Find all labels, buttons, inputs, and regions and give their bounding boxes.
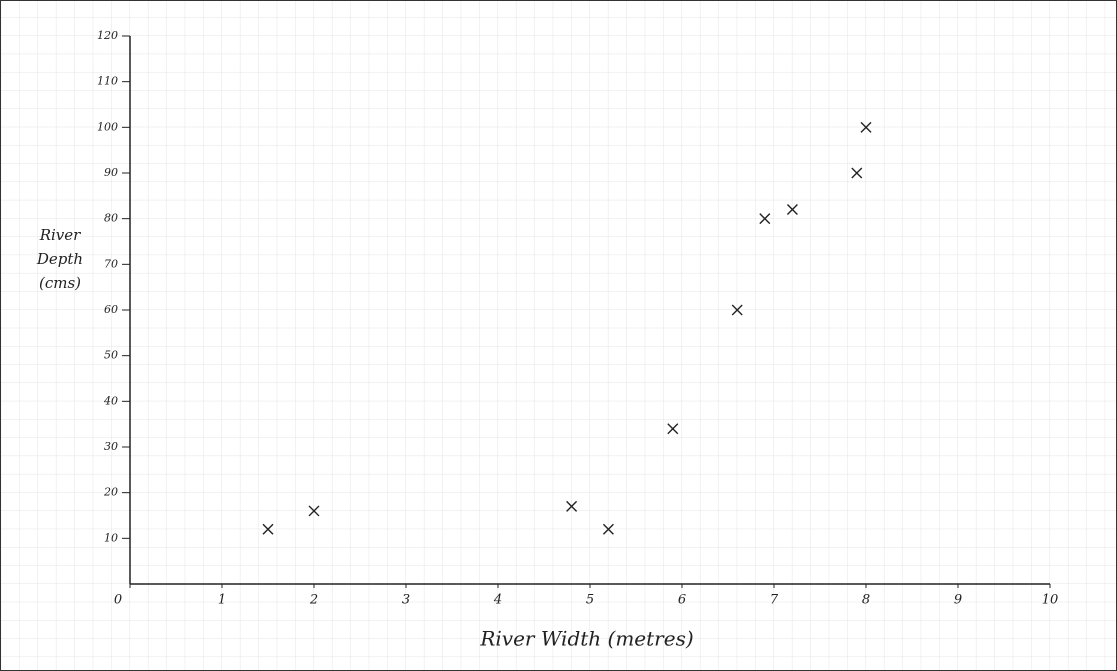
point [860,121,872,133]
point-stroke [667,423,679,435]
point [667,423,679,435]
point-stroke [262,523,274,535]
x-tick-label: 3 [402,593,410,608]
x-tick-label: 6 [678,593,686,608]
y-axis-title: (cms) [39,274,81,292]
x-axis-title: River Width (metres) [479,627,693,651]
y-tick-label: 10 [104,531,118,544]
y-tick-label: 40 [103,394,118,407]
y-tick-label: 50 [104,349,118,362]
y-tick-label: 30 [104,440,118,453]
point [851,167,863,179]
y-axis-title: River [39,226,81,244]
x-tick-label: 2 [309,593,318,608]
x-tick-label: 1 [218,593,226,608]
y-tick-label: 20 [103,486,118,499]
y-tick-label: 60 [104,303,118,316]
y-tick-label: 100 [97,120,118,133]
y-tick-label: 120 [97,29,118,42]
point [308,505,320,517]
y-tick-label: 90 [104,166,118,179]
point-stroke [731,304,743,316]
point-stroke [759,213,771,225]
point-stroke [860,121,872,133]
point-stroke [602,523,614,535]
x-tick-label: 7 [770,593,779,608]
point [262,523,274,535]
point-stroke [308,505,320,517]
point [602,523,614,535]
point-stroke [786,204,798,216]
point [786,204,798,216]
x-tick-label: 8 [862,593,870,608]
y-tick-label: 80 [104,212,118,225]
point [731,304,743,316]
x-tick-label: 4 [493,593,502,608]
x-tick-label: 9 [954,593,962,608]
x-tick-label: 5 [586,593,594,608]
point [759,213,771,225]
y-tick-label: 110 [97,75,118,88]
point [566,500,578,512]
x-tick-label: 10 [1042,593,1059,608]
y-axis-title: Depth [36,250,83,268]
point-stroke [566,500,578,512]
x-tick-label: 0 [114,593,122,608]
point-stroke [851,167,863,179]
y-tick-label: 70 [104,257,118,270]
